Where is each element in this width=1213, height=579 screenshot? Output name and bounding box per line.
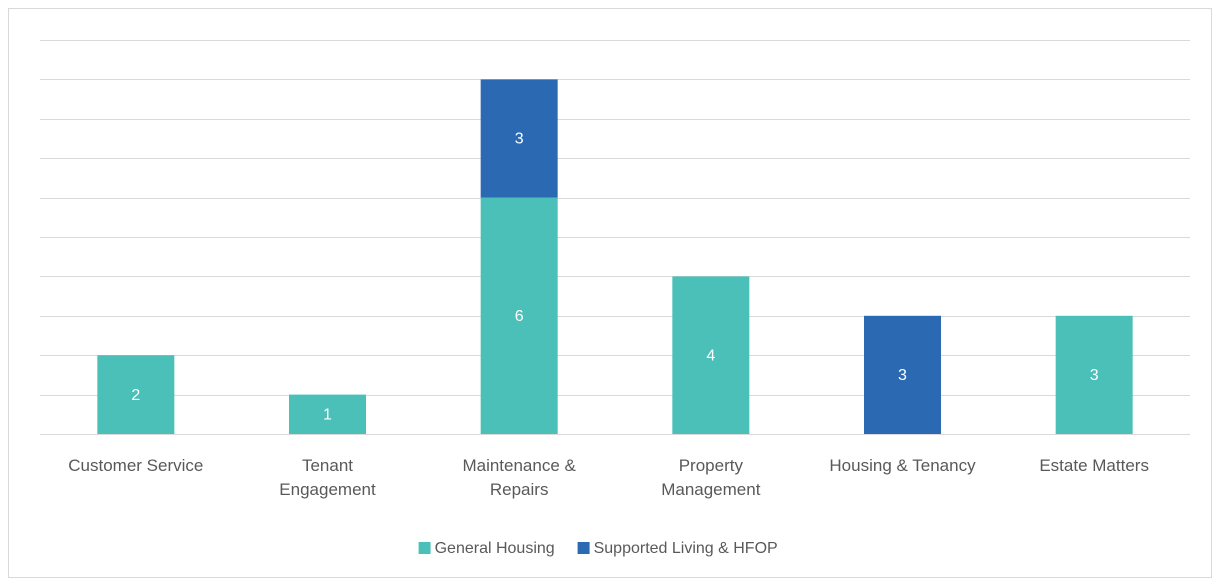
data-label: 3 [898, 367, 907, 384]
x-tick-label: Tenant Engagement [279, 456, 376, 499]
chart-border [8, 8, 1212, 578]
bar [672, 276, 750, 434]
bar [289, 394, 366, 434]
data-label: 4 [706, 347, 715, 364]
bar [1055, 315, 1133, 434]
bar [480, 197, 558, 434]
x-tick-label: Property Management [661, 456, 761, 499]
legend-swatch [577, 542, 590, 554]
data-label: 6 [515, 308, 524, 325]
x-tick-label: Housing & Tenancy [829, 456, 976, 475]
legend-label: General Housing [435, 540, 555, 557]
bar [97, 355, 175, 434]
data-label: 2 [131, 387, 140, 404]
data-label: 3 [515, 131, 524, 148]
data-label: 1 [323, 407, 332, 424]
legend-label: Supported Living & HFOP [594, 540, 778, 557]
data-label: 3 [1090, 367, 1099, 384]
legend-swatch [418, 542, 431, 554]
x-tick-label: Maintenance & Repairs [462, 456, 576, 499]
x-tick-label: Customer Service [68, 456, 204, 475]
bar [864, 315, 941, 434]
bar [480, 79, 558, 198]
x-tick-label: Estate Matters [1039, 456, 1149, 475]
